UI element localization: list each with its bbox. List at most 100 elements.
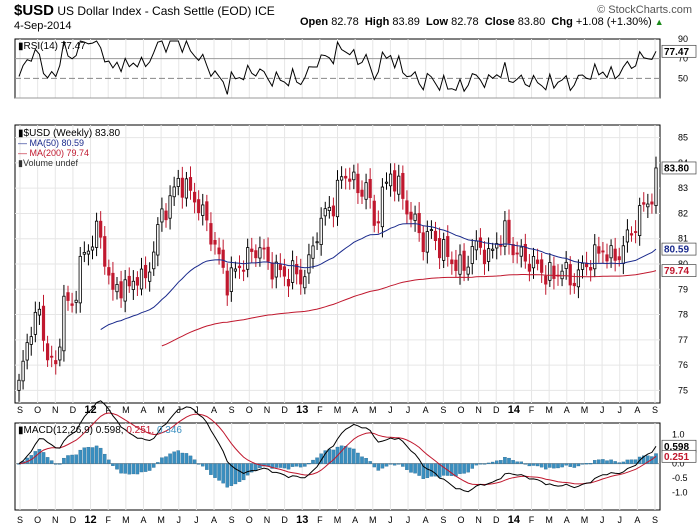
candle-body — [99, 220, 103, 238]
candle-body — [650, 201, 654, 205]
macd-hist-bar — [576, 463, 581, 467]
chart-title: $USD US Dollar Index - Cash Settle (EOD)… — [14, 2, 275, 19]
x-tick-label: S — [17, 405, 23, 415]
candle-body — [360, 189, 364, 197]
macd-hist-bar — [196, 463, 201, 465]
candle-body — [131, 280, 135, 290]
candle-body — [303, 276, 307, 289]
x-tick-label: N — [475, 405, 482, 415]
x-tick-label-bottom: O — [34, 515, 41, 525]
macd-hist-bar — [482, 463, 487, 465]
x-tick-label-bottom: O — [246, 515, 253, 525]
close-value: 83.80 — [517, 16, 546, 28]
macd-legend-part: 0.598, — [96, 425, 127, 436]
macd-hist-bar — [258, 463, 262, 469]
candle-body — [368, 178, 372, 198]
x-tick-label: M — [369, 405, 377, 415]
chart-date: 4-Sep-2014 — [14, 20, 72, 32]
candle-body — [335, 179, 340, 218]
macd-hist-bar — [421, 463, 425, 479]
candle-body — [393, 170, 397, 192]
candle-body — [523, 243, 527, 262]
candle-body — [380, 186, 385, 228]
candle-body — [70, 303, 74, 306]
macd-hist-bar — [160, 457, 164, 464]
candle-body — [209, 223, 213, 245]
candle-body — [515, 252, 519, 255]
macd-hist-bar — [343, 446, 348, 464]
candle-body — [160, 208, 164, 223]
x-tick-label: D — [493, 405, 500, 415]
macd-hist-bar — [245, 463, 250, 476]
candle-body — [425, 231, 429, 253]
macd-line — [18, 400, 657, 493]
candle-body — [241, 269, 246, 272]
exchange: ICE — [254, 4, 275, 18]
x-tick-label: F — [529, 405, 535, 415]
x-tick-label-bottom: 14 — [508, 514, 521, 526]
candle-body — [437, 238, 442, 259]
candle-body — [282, 266, 287, 277]
macd-hist-bar — [584, 463, 589, 465]
macd-hist-bar — [82, 447, 87, 464]
x-tick-label: O — [34, 405, 41, 415]
x-tick-label-bottom: F — [529, 515, 535, 525]
legend-volume: ▮Volume undef — [18, 158, 78, 168]
macd-hist-bar — [527, 463, 532, 467]
x-tick-label-bottom: J — [177, 515, 182, 525]
macd-hist-bar — [229, 463, 234, 486]
candle-body — [568, 264, 572, 286]
x-tick-label-bottom: D — [70, 515, 77, 525]
candle-body — [229, 267, 233, 292]
macd-hist-bar — [98, 447, 103, 464]
macd-hist-bar — [539, 463, 544, 468]
macd-hist-bar — [307, 463, 311, 465]
macd-hist-bar — [548, 463, 552, 468]
macd-hist-bar — [450, 463, 454, 476]
macd-hist-bar — [180, 452, 185, 464]
macd-hist-bar — [156, 462, 160, 464]
macd-hist-bar — [298, 463, 303, 468]
macd-hist-bar — [111, 463, 115, 466]
x-tick-label-bottom: M — [334, 515, 342, 525]
high-label: High — [364, 16, 390, 28]
candle-body — [127, 275, 131, 287]
candle-body — [495, 243, 499, 249]
macd-hist-bar — [654, 453, 658, 464]
macd-hist-bar — [94, 445, 99, 464]
macd-hist-bar — [388, 463, 393, 465]
candle-body — [266, 246, 270, 262]
candle-body — [213, 240, 217, 245]
macd-hist-bar — [217, 463, 221, 481]
macd-hist-bar — [380, 463, 385, 469]
x-tick-label-bottom: O — [457, 515, 464, 525]
macd-hist-bar — [535, 463, 540, 467]
candle-body — [250, 248, 254, 252]
candle-body — [37, 308, 42, 316]
macd-hist-bar — [458, 463, 462, 474]
x-tick-label: A — [423, 405, 429, 415]
candle-body — [205, 201, 209, 221]
macd-hist-bar — [356, 452, 360, 464]
quote-line: Open 82.78 High 83.89 Low 82.78 Close 83… — [300, 16, 664, 28]
candle-body — [188, 177, 193, 191]
x-tick-label: A — [140, 405, 146, 415]
candle-body — [103, 236, 107, 267]
macd-hist-bar — [466, 463, 470, 473]
macd-hist-bar — [601, 459, 605, 464]
ma200-tag: 79.74 — [664, 266, 689, 277]
candle-body — [311, 245, 315, 259]
candle-body — [401, 172, 405, 199]
macd-hist-bar — [139, 463, 144, 473]
macd-hist-bar — [597, 459, 601, 464]
rsi-y-tick: 50 — [678, 73, 688, 83]
candle-body — [450, 259, 454, 265]
ma50-tag-box — [661, 242, 697, 256]
candle-body — [176, 177, 180, 187]
candle-body — [66, 292, 70, 301]
x-tick-label: A — [634, 405, 640, 415]
macd-hist-bar — [531, 463, 536, 466]
x-tick-label-bottom: S — [652, 515, 658, 525]
candle-body — [58, 346, 62, 361]
